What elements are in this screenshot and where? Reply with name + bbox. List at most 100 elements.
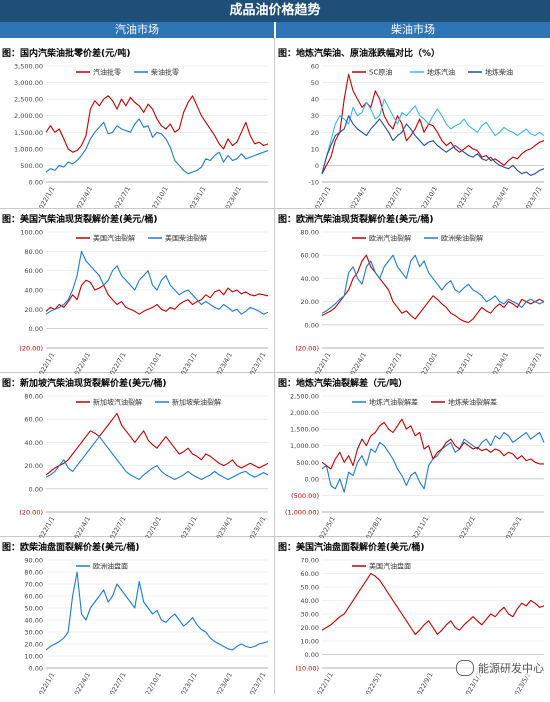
y-tick-label: 2,000.00 bbox=[14, 112, 43, 120]
legend-entry: 美国汽油盘面 bbox=[369, 562, 411, 571]
y-tick-label: 60.00 bbox=[300, 570, 319, 578]
y-tick-label: 50.00 bbox=[300, 584, 319, 592]
y-tick-label: 40.00 bbox=[24, 287, 43, 295]
legend-entry: 地炼柴油 bbox=[485, 68, 513, 77]
series-line bbox=[321, 418, 544, 470]
x-tick-label: 2022/7/1 bbox=[382, 351, 404, 374]
chart-panel-c6: 图：地炼汽柴油裂解差（元/吨） 2,500.00 2,000.00 1,500.00… bbox=[276, 374, 550, 538]
chart-panel-c8: 图：美国汽油盘面裂解价差(美元/桶) 70.00 60.00 50.00 40.00 3… bbox=[276, 538, 550, 702]
chart-panel-c1: 图：国内汽柴油批零价差(元/吨) 3,500.00 3,000.00 2,500.0… bbox=[0, 44, 274, 208]
y-tick-label: 40.00 bbox=[24, 439, 43, 447]
chart-c3: 100.0080.0060.0040.0020.000.00(20.00)202… bbox=[19, 229, 269, 374]
x-tick-label: 2022/10/1 bbox=[140, 351, 164, 374]
y-tick-label: 40 bbox=[311, 96, 319, 104]
x-tick-label: 2022/1/1 bbox=[35, 185, 57, 208]
x-tick-label: 2023/2/1 bbox=[455, 515, 477, 538]
y-tick-label: 70.00 bbox=[24, 581, 43, 589]
y-tick-label: 40.00 bbox=[300, 597, 319, 605]
x-tick-label: 2022/8/1 bbox=[362, 515, 384, 538]
y-tick-label: 40.00 bbox=[24, 617, 43, 625]
y-tick-label: 10.00 bbox=[24, 653, 43, 661]
x-tick-label: 2023/1/1 bbox=[186, 185, 208, 208]
y-tick-label: 60.00 bbox=[300, 252, 319, 260]
legend-entry: 新加坡汽油裂解 bbox=[93, 398, 142, 407]
chart-panel-c7: 图：欧柴油盘面裂解价差(美元/桶) 90.00 80.00 70.00 60.00 50… bbox=[0, 538, 274, 702]
chart-title: 图：欧柴油盘面裂解价差(美元/桶) bbox=[2, 543, 140, 553]
x-tick-label: 2022/7/1 bbox=[106, 351, 128, 374]
x-tick-label: 2023/7/1 bbox=[246, 515, 268, 538]
y-tick-label: 90.00 bbox=[24, 557, 43, 565]
x-tick-label: 2022/1/1 bbox=[311, 185, 333, 208]
y-tick-label: 0.00 bbox=[29, 485, 43, 493]
y-tick-label: 10.00 bbox=[300, 638, 319, 646]
y-tick-label: (500.00) bbox=[291, 492, 319, 500]
y-tick-label: 20 bbox=[311, 129, 319, 137]
y-tick-label: 20.00 bbox=[300, 624, 319, 632]
y-tick-label: 1,000.00 bbox=[14, 145, 43, 153]
column-divider bbox=[274, 38, 275, 694]
series-line bbox=[321, 115, 545, 176]
y-tick-label: 60 bbox=[311, 63, 319, 71]
x-tick-label: 2023/4/1 bbox=[489, 185, 511, 208]
series-line bbox=[45, 436, 269, 481]
x-tick-label: 2023/4/1 bbox=[213, 515, 235, 538]
chart-c4: 80.00 60.00 40.00 20.00 0.00 (20.00)2022/1/1 2… bbox=[295, 229, 545, 374]
y-tick-label: 3,500.00 bbox=[14, 63, 43, 71]
series-line bbox=[45, 571, 269, 651]
y-tick-label: 20.00 bbox=[24, 306, 43, 314]
x-tick-label: 2022/7/1 bbox=[382, 185, 404, 208]
row-divider bbox=[0, 208, 550, 209]
x-tick-label: 2023/1/1 bbox=[453, 351, 475, 374]
x-tick-label: 2022/7/1 bbox=[106, 671, 128, 694]
x-tick-label: 2022/10/1 bbox=[146, 185, 170, 208]
y-tick-label: (20.00) bbox=[19, 345, 43, 353]
y-tick-label: 2,000.00 bbox=[290, 409, 319, 417]
legend-entry: 美国柴油裂解 bbox=[165, 234, 207, 243]
x-tick-label: 2023/1/1 bbox=[177, 671, 199, 694]
chart-c5: 80.00 60.00 40.00 20.00 0.00 (20.00)2022/1/1 2… bbox=[19, 393, 269, 538]
legend-entry: 柴油批零 bbox=[151, 68, 179, 77]
y-tick-label: 0.00 bbox=[29, 665, 43, 673]
y-tick-label: 80.00 bbox=[24, 248, 43, 256]
x-tick-label: 2023/4/1 bbox=[222, 185, 244, 208]
series-line bbox=[321, 98, 545, 174]
legend-entry: 汽油批零 bbox=[93, 68, 121, 77]
x-tick-label: 2022/7/1 bbox=[106, 515, 128, 538]
y-tick-label: 0.00 bbox=[305, 651, 319, 659]
y-tick-label: 80.00 bbox=[300, 229, 319, 237]
chart-panel-c3: 图：美国汽柴油现货裂解价差(美元/桶) 100.00 80.00 60.00 40.0… bbox=[0, 210, 274, 374]
chart-c6: 2,500.00 2,000.00 1,500.00 1,000.00 500.00 0.… bbox=[285, 393, 545, 538]
chart-title: 图：地炼汽柴油裂解差（元/吨） bbox=[278, 379, 408, 389]
y-tick-label: 0.00 bbox=[29, 179, 43, 187]
x-tick-label: 2022/1/1 bbox=[313, 671, 335, 694]
y-tick-label: 100.00 bbox=[20, 229, 43, 237]
watermark: 能源研发中心 bbox=[456, 660, 544, 676]
chart-title: 图：新加坡汽柴油现货裂解价差(美元/桶) bbox=[2, 379, 167, 389]
legend-entry: 地炼柴油裂解差 bbox=[448, 398, 497, 407]
y-tick-label: 0.00 bbox=[29, 325, 43, 333]
chart-panel-c2: 图：地炼汽柴油、原油涨跌幅对比（%） 60 50 40 30 20 10 0 -10 2022/… bbox=[276, 44, 550, 208]
y-tick-label: 3,000.00 bbox=[14, 79, 43, 87]
x-tick-label: 2022/10/1 bbox=[140, 515, 164, 538]
x-tick-label: 2022/4/1 bbox=[73, 185, 95, 208]
x-tick-label: 2023/7/1 bbox=[246, 351, 268, 374]
y-tick-label: (20.00) bbox=[19, 509, 43, 517]
chart-panel-c5: 图：新加坡汽柴油现货裂解价差(美元/桶) 80.00 60.00 40.00 20.0… bbox=[0, 374, 274, 538]
x-tick-label: 2022/5/1 bbox=[316, 515, 338, 538]
wechat-icon bbox=[456, 660, 474, 676]
y-tick-label: 50.00 bbox=[24, 605, 43, 613]
y-tick-label: 10 bbox=[311, 145, 319, 153]
x-tick-label: 2022/1/1 bbox=[35, 515, 57, 538]
y-tick-label: 500.00 bbox=[296, 459, 319, 467]
series-line bbox=[321, 73, 545, 174]
legend-entry: 新加坡柴油裂解 bbox=[172, 398, 221, 407]
y-tick-label: 2,500.00 bbox=[14, 96, 43, 104]
x-tick-label: 2022/7/1 bbox=[111, 185, 133, 208]
y-tick-label: 0.00 bbox=[305, 475, 319, 483]
x-tick-label: 2022/11/1 bbox=[407, 515, 431, 538]
x-tick-label: 2023/4/1 bbox=[489, 351, 511, 374]
series-line bbox=[45, 95, 269, 153]
x-tick-label: 2022/4/1 bbox=[71, 351, 93, 374]
series-line bbox=[321, 254, 545, 324]
